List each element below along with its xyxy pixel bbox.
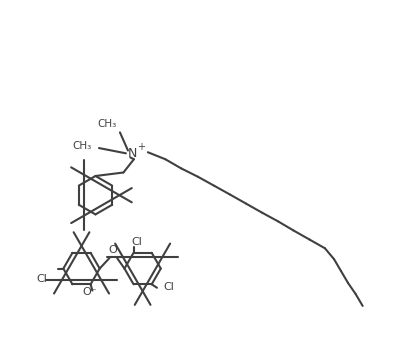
- Text: Cl: Cl: [37, 274, 48, 284]
- Text: O: O: [109, 245, 117, 255]
- Text: Cl: Cl: [164, 282, 175, 292]
- Text: O⁻: O⁻: [82, 287, 97, 297]
- Text: +: +: [137, 142, 145, 152]
- Text: N: N: [128, 147, 137, 160]
- Text: CH₃: CH₃: [73, 141, 92, 151]
- Text: Cl: Cl: [132, 237, 143, 246]
- Text: CH₃: CH₃: [97, 119, 116, 129]
